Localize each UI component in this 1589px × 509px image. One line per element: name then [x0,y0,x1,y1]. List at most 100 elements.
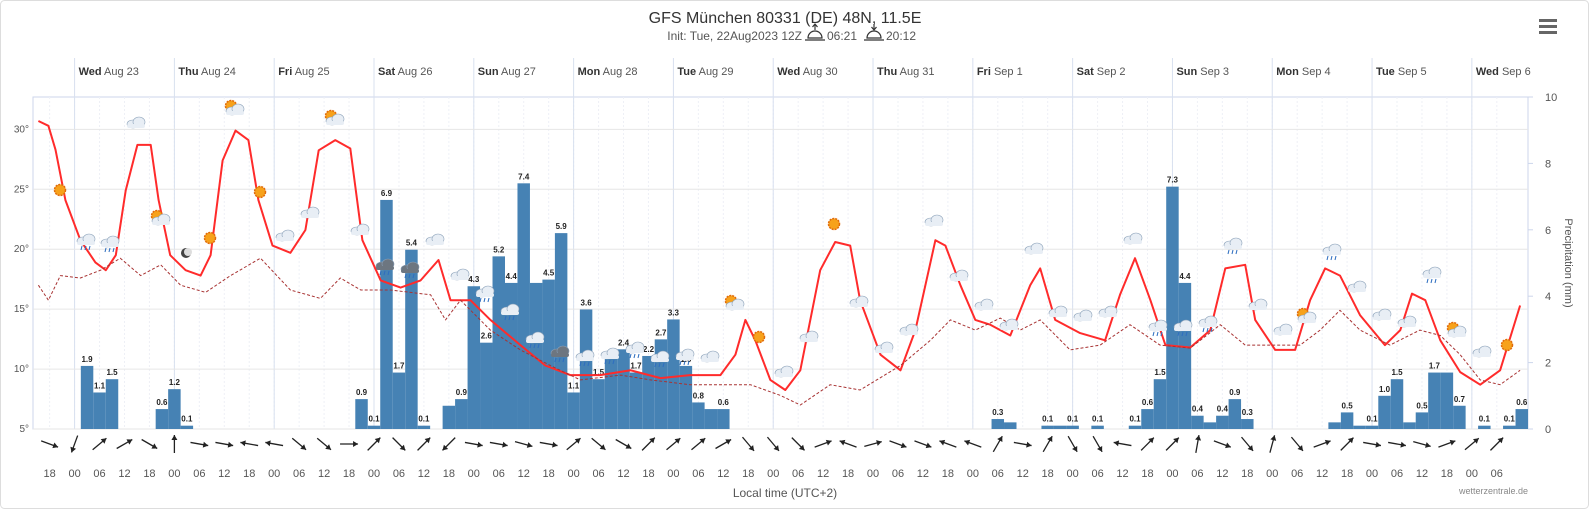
rain-drop [637,353,640,359]
precip-label: 4.4 [1179,272,1191,281]
y2-tick-label: 10 [1545,92,1557,104]
x-tick-label: 12 [1316,468,1328,480]
rain-drop [562,357,565,363]
wind-head [1375,441,1381,448]
weather-icon [774,365,794,378]
precip-label: 1.2 [169,378,181,387]
wind-head [202,441,209,448]
top-x-tick-label: Thu Aug 31 [877,66,935,78]
precip-bar [717,409,730,429]
wind-arrow [1092,435,1103,453]
x-tick-label: 00 [168,468,180,480]
wind-head [424,437,431,444]
rain-drop [479,297,482,303]
wind-arrow [1042,435,1053,453]
wind-arrow [1067,435,1078,453]
precip-bar [1328,422,1341,429]
precip-label: 0.9 [356,388,368,397]
wind-arrow [889,440,907,449]
precip-label: 0.1 [1504,415,1516,424]
precip-bar [380,199,393,429]
wind-head [773,445,780,451]
rain-drop [658,362,661,368]
rain-drop [80,245,83,251]
precip-bar [1390,379,1404,429]
wind-head [997,436,1003,443]
x-tick-label: 18 [842,468,854,480]
x-tick-label: 18 [243,468,255,480]
rain-drop [1334,255,1337,261]
rain-drop [487,297,490,303]
precip-label: 4.4 [506,272,518,281]
weather-icon [1446,321,1467,338]
precip-bar [1066,425,1079,429]
wind-arrow [1195,435,1202,453]
x-tick-label: 00 [767,468,779,480]
wind-head [825,439,832,446]
wind-head [1297,445,1303,451]
wind-head [100,438,107,444]
sunset-icon [864,24,884,41]
precip-label: 0.6 [1142,398,1154,407]
rain-drop [1177,331,1180,337]
temperature-line [37,257,1521,406]
wind-arrow [171,435,178,453]
x-tick-label: 12 [917,468,929,480]
wind-arrow [190,441,209,448]
cloud-part [101,243,119,247]
precip-bar [554,233,568,429]
cloud-part [1274,331,1292,335]
y2-tick-label: 0 [1545,424,1551,436]
wind-arrow [70,435,79,453]
weather-icon [1223,237,1243,255]
precip-bar [180,425,194,429]
rain-drop [654,362,657,368]
weather-icon [224,99,245,116]
wind-arrow [367,437,381,451]
cloud-part [1448,333,1466,337]
wind-head [477,441,483,448]
cloud-part [1224,245,1242,249]
precip-label: 0.3 [992,408,1004,417]
wind-arrow [40,440,59,449]
precip-bar [991,419,1005,429]
cloud-part [676,356,694,360]
wind-arrow [1140,437,1155,451]
cloud-part [900,331,918,335]
wind-head [265,440,271,447]
x-tick-label: 06 [1291,468,1303,480]
precip-label: 0.6 [1516,398,1528,407]
cloud-part [1124,240,1142,244]
rain-drop [587,361,590,367]
wind-head [526,442,533,448]
wind-arrow [691,437,706,451]
wind-head [699,438,706,444]
cloud-part [426,241,444,245]
x-tick-label: 00 [1067,468,1079,480]
wind-head [1047,436,1053,443]
cloud-part [1049,313,1067,317]
weather-icon [181,248,192,258]
moon-light [184,248,192,256]
rain-drop [554,357,557,363]
x-tick-label: 00 [1266,468,1278,480]
cloud-part [326,121,344,125]
precip-bar [1228,399,1242,429]
weather-icon [724,294,745,311]
weather-icon [324,109,345,126]
y2-tick-label: 8 [1545,158,1551,170]
x-tick-label: 12 [418,468,430,480]
precip-bar [517,183,530,429]
precip-bar [455,399,468,429]
cloud-part [376,266,394,270]
x-tick-label: 06 [493,468,505,480]
sun-part [203,231,217,245]
x-tick-label: 06 [792,468,804,480]
x-tick-label: 12 [1416,468,1428,480]
cloud-part [1099,313,1117,317]
sunrise-icon [805,23,825,41]
menu-button[interactable] [1539,19,1557,34]
precip-label: 5.4 [406,239,418,248]
cloud-part [576,357,594,361]
precip-label: 0.1 [1042,415,1054,424]
